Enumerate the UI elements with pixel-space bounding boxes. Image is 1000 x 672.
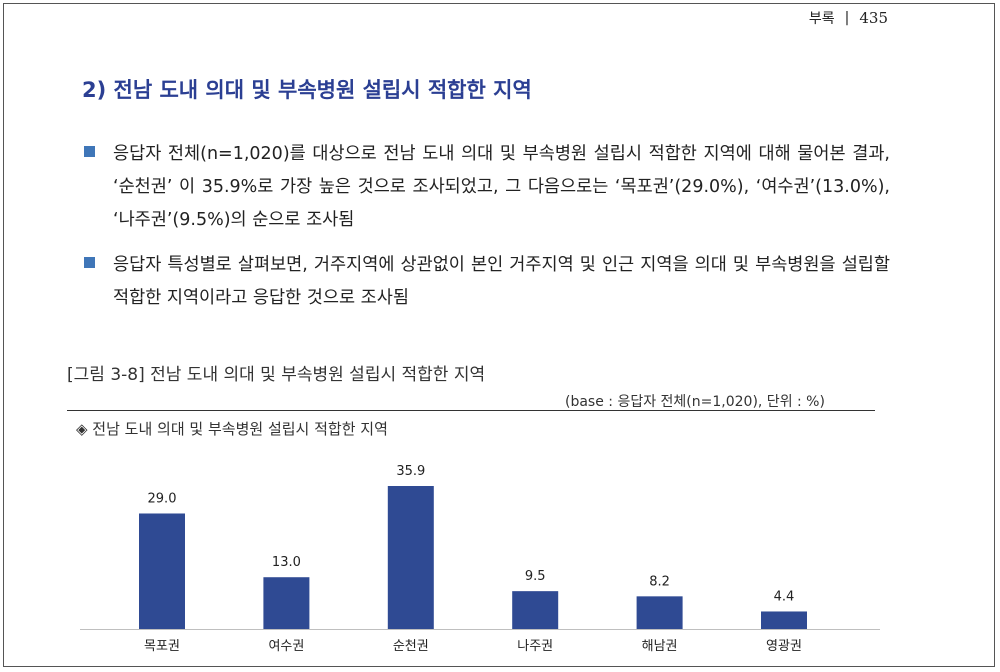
bullet-text: 응답자 특성별로 살펴보면, 거주지역에 상관없이 본인 거주지역 및 인근 지… [113, 255, 890, 308]
category-label: 해남권 [642, 639, 678, 654]
bullet-item: 응답자 전체(n=1,020)를 대상으로 전남 도내 의대 및 부속병원 설립… [84, 138, 890, 237]
appendix-label: 부록 [808, 11, 835, 27]
caption-rule [67, 410, 875, 411]
header-separator: | [844, 10, 850, 26]
category-label: 순천권 [393, 639, 429, 654]
bullet-item: 응답자 특성별로 살펴보면, 거주지역에 상관없이 본인 거주지역 및 인근 지… [84, 249, 890, 315]
square-bullet-icon [84, 146, 95, 157]
bar-여수권 [263, 577, 310, 629]
bar-순천권 [387, 486, 434, 629]
base-note: (base : 응답자 전체(n=1,020), 단위 : %) [565, 394, 825, 410]
page-frame [3, 3, 995, 667]
figure-caption: [그림 3-8] 전남 도내 의대 및 부속병원 설립시 적합한 지역 [67, 365, 486, 385]
square-bullet-icon [84, 257, 95, 268]
bullet-text: 응답자 전체(n=1,020)를 대상으로 전남 도내 의대 및 부속병원 설립… [113, 144, 890, 230]
page-header: 부록 | 435 [809, 8, 888, 28]
value-label: 13.0 [272, 555, 301, 570]
section-title: 2) 전남 도내 의대 및 부속병원 설립시 적합한 지역 [82, 78, 532, 102]
value-label: 9.5 [525, 569, 546, 584]
value-label: 4.4 [774, 589, 795, 604]
bar-영광권 [761, 611, 807, 629]
bar-목포권 [139, 513, 185, 629]
bullet-list: 응답자 전체(n=1,020)를 대상으로 전남 도내 의대 및 부속병원 설립… [84, 138, 890, 327]
value-label: 35.9 [396, 464, 425, 479]
page-number: 435 [859, 9, 888, 27]
bar-해남권 [636, 596, 683, 629]
category-label: 여수권 [268, 639, 304, 654]
value-label: 29.0 [148, 491, 177, 506]
bar-나주권 [512, 591, 559, 629]
category-label: 영광권 [766, 639, 802, 654]
category-label: 목포권 [144, 639, 180, 654]
chart-subtitle: ◈ 전남 도내 의대 및 부속병원 설립시 적합한 지역 [76, 420, 388, 438]
category-label: 나주권 [517, 639, 553, 654]
value-label: 8.2 [649, 574, 670, 589]
